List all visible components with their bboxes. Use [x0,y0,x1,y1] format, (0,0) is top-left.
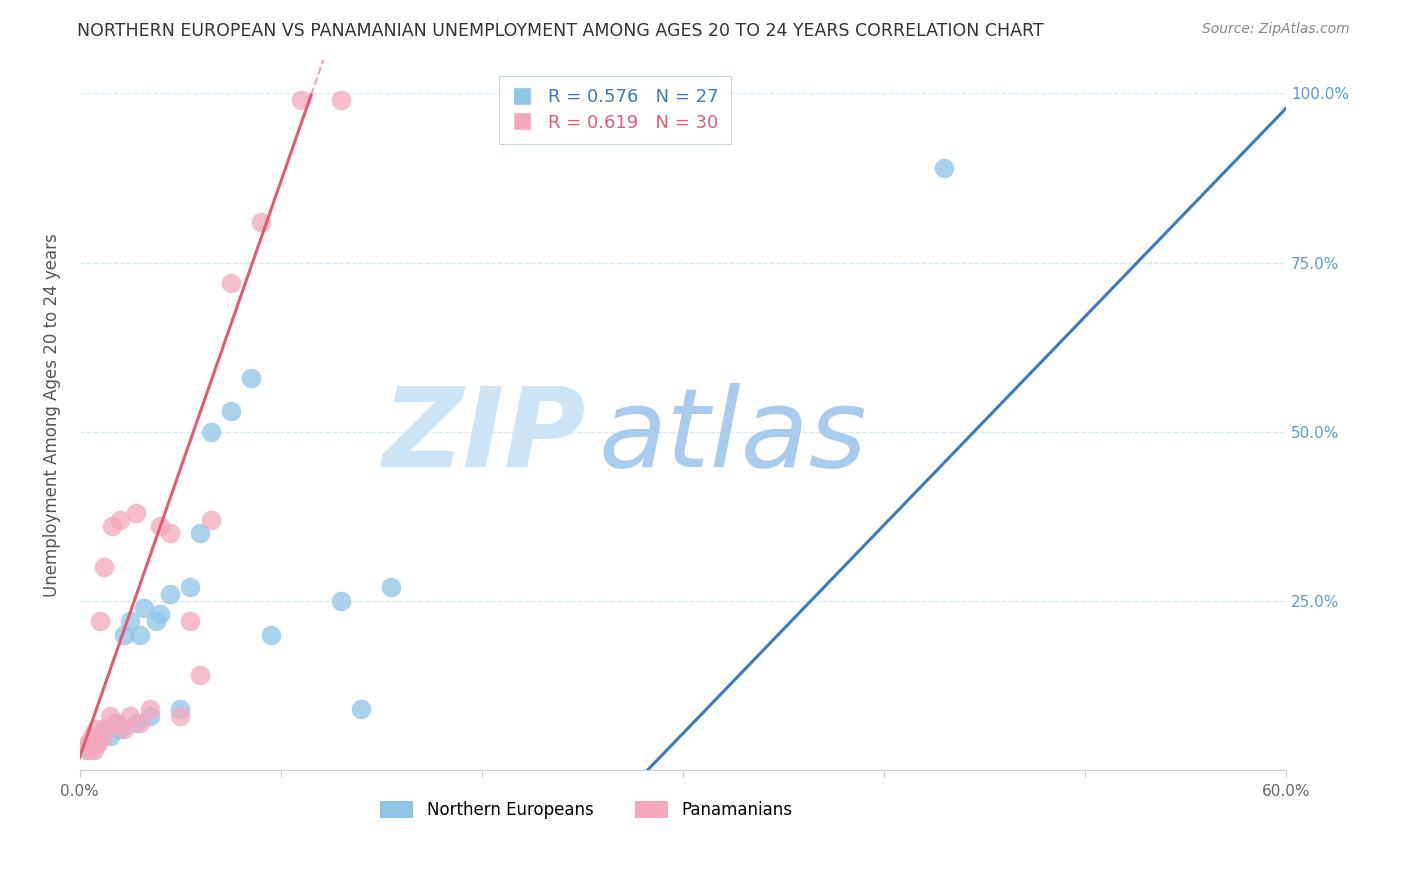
Point [112,723,135,737]
Point [89,729,111,743]
Point [149,519,172,533]
Point [179,614,201,628]
Point [94,723,117,737]
Point [330,594,353,608]
Point [112,628,135,642]
Point [134,600,156,615]
Text: ZIP: ZIP [382,383,586,490]
Point [139,702,162,716]
Point [330,93,353,107]
Point [84,736,107,750]
Point [98,729,121,743]
Point [219,276,242,290]
Point [145,614,167,628]
Point [120,709,142,723]
Point [75,742,97,756]
Point [200,425,222,439]
Text: atlas: atlas [599,383,868,490]
Point [350,702,373,716]
Point [129,715,152,730]
Point [125,715,148,730]
Legend: Northern Europeans, Panamanians: Northern Europeans, Panamanians [374,794,800,826]
Point [169,702,191,716]
Point [934,161,956,175]
Point [260,628,283,642]
Point [129,628,152,642]
Point [108,723,131,737]
Point [200,513,222,527]
Point [149,607,172,622]
Text: NORTHERN EUROPEAN VS PANAMANIAN UNEMPLOYMENT AMONG AGES 20 TO 24 YEARS CORRELATI: NORTHERN EUROPEAN VS PANAMANIAN UNEMPLOY… [77,22,1043,40]
Point [83,742,105,756]
Point [108,513,131,527]
Point [77,736,100,750]
Point [105,715,128,730]
Point [87,736,110,750]
Point [239,370,262,384]
Point [80,729,103,743]
Point [105,715,128,730]
Point [93,723,115,737]
Point [169,709,191,723]
Point [190,526,212,541]
Point [84,723,107,737]
Point [79,736,101,750]
Point [91,729,114,743]
Point [290,93,312,107]
Point [159,526,181,541]
Point [98,709,121,723]
Text: Source: ZipAtlas.com: Source: ZipAtlas.com [1202,22,1350,37]
Point [93,560,115,574]
Point [125,506,148,520]
Point [179,580,201,594]
Point [190,668,212,682]
Point [89,614,111,628]
Point [79,742,101,756]
Y-axis label: Unemployment Among Ages 20 to 24 years: Unemployment Among Ages 20 to 24 years [44,233,60,597]
Point [101,519,124,533]
Point [120,614,142,628]
Point [219,404,242,418]
Point [159,587,181,601]
Point [139,709,162,723]
Point [380,580,402,594]
Point [249,215,271,229]
